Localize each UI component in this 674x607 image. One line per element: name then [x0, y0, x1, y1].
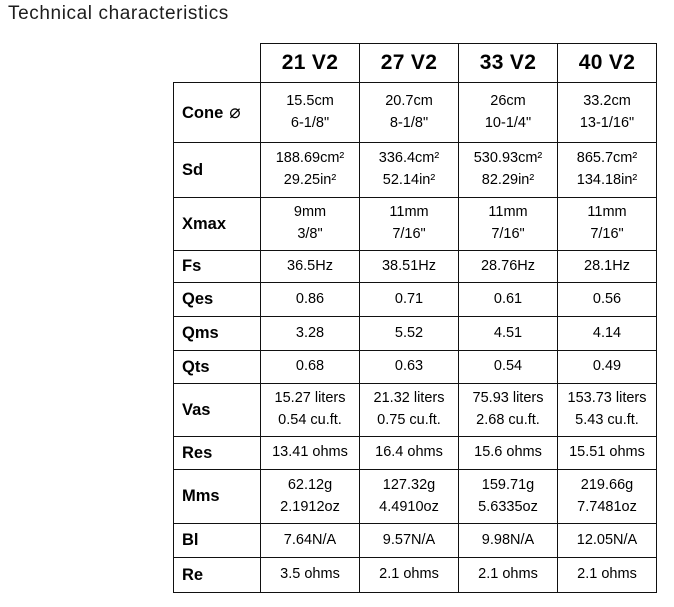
table-row-sd: Sd 188.69cm² 29.25in² 336.4cm² 52.14in² … — [173, 142, 657, 198]
corner-cell — [174, 44, 261, 83]
table-cell: 11mm 7/16" — [557, 197, 657, 251]
table-cell: 0.49 — [557, 350, 657, 384]
table-cell: 0.71 — [359, 282, 459, 317]
table-cell: 7.64N/A — [260, 523, 360, 558]
table-row-qts: Qts 0.68 0.63 0.54 0.49 — [173, 350, 657, 384]
table-cell: 188.69cm² 29.25in² — [260, 142, 360, 198]
table-cell: 4.51 — [458, 316, 558, 351]
table-row-fs: Fs 36.5Hz 38.51Hz 28.76Hz 28.1Hz — [173, 250, 657, 283]
table-cell: 15.6 ohms — [458, 436, 558, 470]
table-cell: 26cm 10-1/4" — [458, 82, 558, 143]
page-title: Technical characteristics — [8, 3, 229, 24]
table-cell: 2.1 ohms — [557, 557, 657, 593]
row-label-qes: Qes — [173, 282, 261, 317]
column-header-40v2: 40 V2 — [557, 43, 657, 83]
table-cell: 21.32 liters 0.75 cu.ft. — [359, 383, 459, 437]
table-cell: 20.7cm 8-1/8" — [359, 82, 459, 143]
table-row-mms: Mms 62.12g 2.1912oz 127.32g 4.4910oz 159… — [173, 469, 657, 524]
table-row-res: Res 13.41 ohms 16.4 ohms 15.6 ohms 15.51… — [173, 436, 657, 470]
table-cell: 3.5 ohms — [260, 557, 360, 593]
table-cell: 15.27 liters 0.54 cu.ft. — [260, 383, 360, 437]
row-label-text: Cone — [182, 104, 224, 122]
row-label-xmax: Xmax — [173, 197, 261, 251]
header-row: 21 V2 27 V2 33 V2 40 V2 — [174, 43, 657, 83]
row-label-cone: Cone ⌀ — [173, 82, 261, 143]
table-cell: 0.63 — [359, 350, 459, 384]
table-cell: 0.56 — [557, 282, 657, 317]
table-cell: 13.41 ohms — [260, 436, 360, 470]
row-label-qts: Qts — [173, 350, 261, 384]
table-cell: 11mm 7/16" — [359, 197, 459, 251]
row-label-fs: Fs — [173, 250, 261, 283]
table-cell: 28.76Hz — [458, 250, 558, 283]
table-row-qms: Qms 3.28 5.52 4.51 4.14 — [173, 316, 657, 351]
row-label-re: Re — [173, 557, 261, 593]
table-row-xmax: Xmax 9mm 3/8" 11mm 7/16" 11mm 7/16" 11mm… — [173, 197, 657, 251]
table-cell: 0.54 — [458, 350, 558, 384]
table-cell: 9mm 3/8" — [260, 197, 360, 251]
row-label-sd: Sd — [173, 142, 261, 198]
table-cell: 0.86 — [260, 282, 360, 317]
table-row-bl: Bl 7.64N/A 9.57N/A 9.98N/A 12.05N/A — [173, 523, 657, 558]
table-cell: 15.5cm 6-1/8" — [260, 82, 360, 143]
table-cell: 153.73 liters 5.43 cu.ft. — [557, 383, 657, 437]
table-cell: 62.12g 2.1912oz — [260, 469, 360, 524]
table-cell: 15.51 ohms — [557, 436, 657, 470]
table-cell: 4.14 — [557, 316, 657, 351]
table-cell: 33.2cm 13-1/16" — [557, 82, 657, 143]
table-cell: 336.4cm² 52.14in² — [359, 142, 459, 198]
table-cell: 9.98N/A — [458, 523, 558, 558]
table-cell: 75.93 liters 2.68 cu.ft. — [458, 383, 558, 437]
table-cell: 865.7cm² 134.18in² — [557, 142, 657, 198]
table-row-vas: Vas 15.27 liters 0.54 cu.ft. 21.32 liter… — [173, 383, 657, 437]
row-label-res: Res — [173, 436, 261, 470]
column-header-21v2: 21 V2 — [260, 43, 360, 83]
row-label-bl: Bl — [173, 523, 261, 558]
diameter-icon: ⌀ — [229, 102, 241, 123]
row-label-qms: Qms — [173, 316, 261, 351]
table-cell: 159.71g 5.6335oz — [458, 469, 558, 524]
table-cell: 127.32g 4.4910oz — [359, 469, 459, 524]
column-header-33v2: 33 V2 — [458, 43, 558, 83]
table-row-qes: Qes 0.86 0.71 0.61 0.56 — [173, 282, 657, 317]
table-cell: 2.1 ohms — [458, 557, 558, 593]
table-cell: 36.5Hz — [260, 250, 360, 283]
table-cell: 38.51Hz — [359, 250, 459, 283]
table-cell: 9.57N/A — [359, 523, 459, 558]
table-cell: 28.1Hz — [557, 250, 657, 283]
table-cell: 3.28 — [260, 316, 360, 351]
table-row-re: Re 3.5 ohms 2.1 ohms 2.1 ohms 2.1 ohms — [173, 557, 657, 593]
row-label-mms: Mms — [173, 469, 261, 524]
table-cell: 2.1 ohms — [359, 557, 459, 593]
table-cell: 11mm 7/16" — [458, 197, 558, 251]
spec-table: 21 V2 27 V2 33 V2 40 V2 Cone ⌀ 15.5cm 6-1… — [173, 43, 657, 593]
column-header-27v2: 27 V2 — [359, 43, 459, 83]
table-cell: 530.93cm² 82.29in² — [458, 142, 558, 198]
table-cell: 12.05N/A — [557, 523, 657, 558]
table-cell: 16.4 ohms — [359, 436, 459, 470]
table-cell: 5.52 — [359, 316, 459, 351]
table-cell: 0.61 — [458, 282, 558, 317]
table-cell: 219.66g 7.7481oz — [557, 469, 657, 524]
row-label-vas: Vas — [173, 383, 261, 437]
table-cell: 0.68 — [260, 350, 360, 384]
table-row-cone: Cone ⌀ 15.5cm 6-1/8" 20.7cm 8-1/8" 26cm 1… — [173, 82, 657, 143]
